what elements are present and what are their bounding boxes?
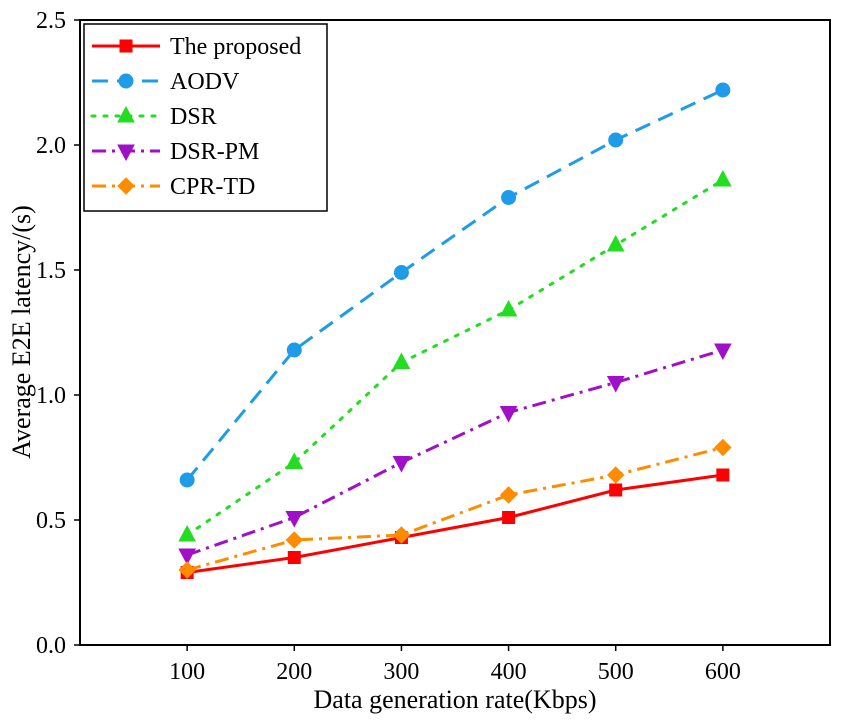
data-point	[499, 299, 518, 317]
x-tick-label: 100	[169, 659, 205, 685]
data-point	[178, 548, 196, 566]
data-point	[287, 551, 301, 564]
series-dsr	[178, 169, 732, 542]
series-aodv	[179, 82, 731, 488]
data-point	[178, 561, 196, 579]
series-line	[185, 88, 724, 481]
data-point	[393, 265, 409, 280]
y-axis-title: Average E2E latency/(s)	[7, 205, 36, 459]
x-tick-label: 400	[491, 659, 527, 685]
data-point	[607, 466, 625, 484]
series-line	[186, 348, 724, 557]
data-point	[609, 483, 623, 497]
data-point	[285, 531, 303, 549]
series	[178, 82, 732, 579]
series-line	[185, 178, 725, 537]
data-point	[714, 438, 732, 457]
data-point	[502, 511, 516, 524]
x-axis-title: Data generation rate(Kbps)	[314, 685, 597, 714]
series-cpr-td	[178, 438, 732, 579]
y-tick-label: 0.5	[36, 508, 66, 534]
series-line	[186, 446, 724, 572]
data-point	[606, 234, 625, 252]
legend: The proposed AODV DSR DSR-PM CPR-TD	[83, 23, 328, 212]
x-tick-label: 600	[705, 659, 741, 685]
legend-label: AODV	[170, 69, 240, 95]
data-point	[285, 511, 304, 528]
legend-marker	[117, 105, 135, 123]
data-point	[608, 132, 624, 148]
legend-marker	[117, 144, 135, 162]
data-point	[606, 376, 625, 393]
data-point	[392, 352, 411, 369]
legend-label: DSR	[170, 104, 217, 130]
x-tick-label: 500	[598, 659, 634, 685]
plot-frame	[79, 19, 831, 646]
legend-marker	[119, 39, 133, 53]
y-tick-label: 0.0	[36, 633, 66, 659]
y-tick-label: 2.5	[36, 8, 66, 34]
x-tick-label: 300	[383, 659, 419, 685]
legend-label: The proposed	[170, 34, 301, 60]
ticks: 0.0 0.5 1.0 1.5 2.0 2.5 100 200 300 400 500 600	[36, 8, 741, 685]
series-the-proposed	[180, 468, 730, 579]
series-dsr-pm	[178, 343, 732, 566]
y-tick-label: 1.5	[36, 258, 66, 284]
data-point	[285, 452, 304, 469]
y-tick-label: 2.0	[36, 133, 66, 159]
x-tick-label: 200	[276, 659, 312, 685]
data-point	[286, 342, 302, 358]
legend-marker	[118, 73, 134, 89]
axes	[79, 19, 831, 646]
data-point	[392, 456, 411, 473]
data-point	[392, 526, 411, 544]
legend-marker	[117, 177, 135, 195]
data-point	[714, 169, 732, 187]
legend-label: CPR-TD	[170, 174, 255, 200]
data-point	[179, 472, 195, 488]
data-point	[716, 468, 730, 482]
data-point	[499, 406, 518, 423]
data-point	[178, 524, 196, 542]
data-point	[715, 82, 731, 98]
data-point	[714, 343, 732, 361]
series-line	[186, 473, 724, 574]
data-point	[501, 190, 517, 205]
data-point	[499, 486, 518, 504]
legend-label: DSR-PM	[170, 139, 259, 165]
y-tick-label: 1.0	[36, 383, 66, 409]
